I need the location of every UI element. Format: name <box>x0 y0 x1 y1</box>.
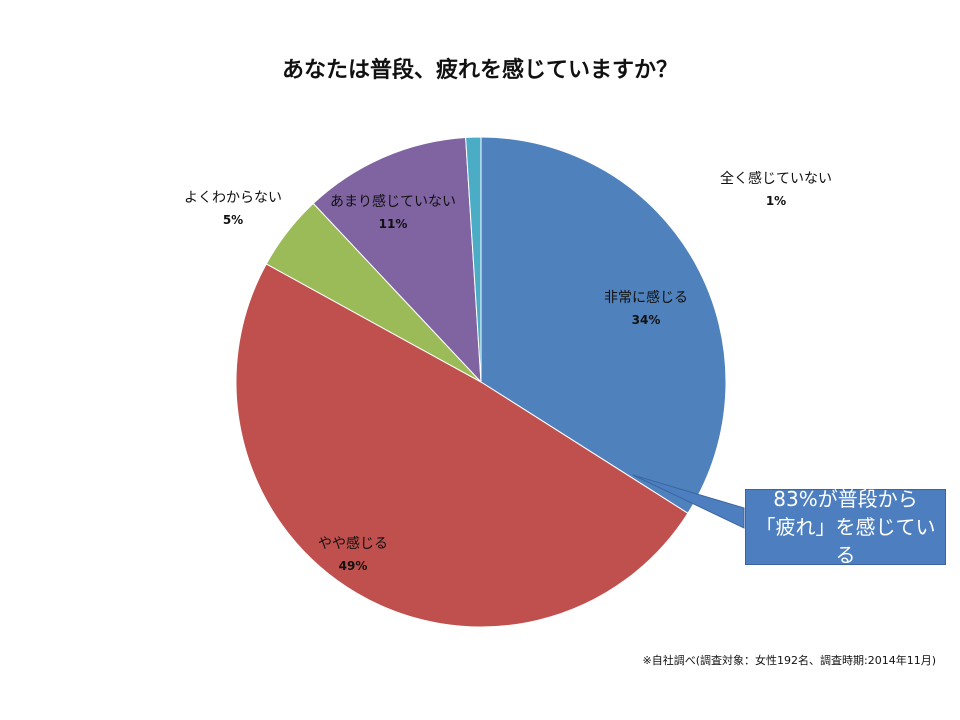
callout-line-1: 83%が普段から <box>773 487 918 511</box>
slice-name: やや感じる <box>318 536 388 552</box>
slice-label-yaya: やや感じる 49% <box>318 533 388 577</box>
chart-title: あなたは普段、疲れを感じていますか？ <box>281 58 678 83</box>
slice-label-amari: あまり感じていない 11% <box>330 191 456 235</box>
slice-label-hijou: 非常に感じる 34% <box>604 287 688 331</box>
slice-label-mattaku: 全く感じていない 1% <box>720 168 832 212</box>
slice-name: よくわからない <box>184 190 282 206</box>
pie-slice-3 <box>312 136 482 384</box>
slice-label-yoku: よくわからない 5% <box>184 187 282 231</box>
slice-name: 全く感じていない <box>720 171 832 187</box>
slice-percent: 49% <box>338 559 368 573</box>
pie-slice-1 <box>235 263 689 628</box>
slice-name: あまり感じていない <box>330 194 456 210</box>
callout-line-2: 「疲れ」を感じている <box>755 515 936 567</box>
pie-slice-0 <box>480 136 727 514</box>
slice-percent: 34% <box>631 313 661 327</box>
slice-percent: 5% <box>222 213 244 227</box>
slice-percent: 1% <box>765 194 787 208</box>
callout-box: 83%が普段から 「疲れ」を感じている <box>745 487 946 567</box>
source-note: ※自社調べ(調査対象：女性192名、調査時期:2014年11月) <box>642 654 937 667</box>
slice-percent: 11% <box>378 217 408 231</box>
slice-name: 非常に感じる <box>604 290 688 306</box>
pie-slice-4 <box>465 136 482 383</box>
callout-pointer <box>632 474 745 529</box>
